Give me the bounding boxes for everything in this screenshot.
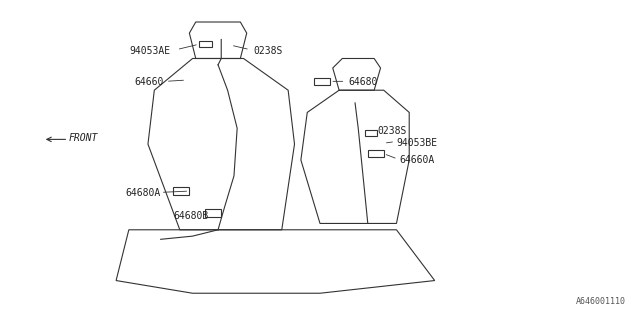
Text: 64660A: 64660A [399,155,435,165]
Text: 94053BE: 94053BE [396,138,438,148]
Text: 64680B: 64680B [173,211,209,220]
Text: 0238S: 0238S [378,126,407,136]
Text: 0238S: 0238S [253,45,282,56]
Text: A646001110: A646001110 [576,297,626,306]
Text: FRONT: FRONT [68,133,98,143]
Text: 94053AE: 94053AE [129,45,170,56]
Text: 64680: 64680 [349,77,378,87]
Text: 64660: 64660 [134,77,164,87]
Text: 64680A: 64680A [125,188,161,198]
